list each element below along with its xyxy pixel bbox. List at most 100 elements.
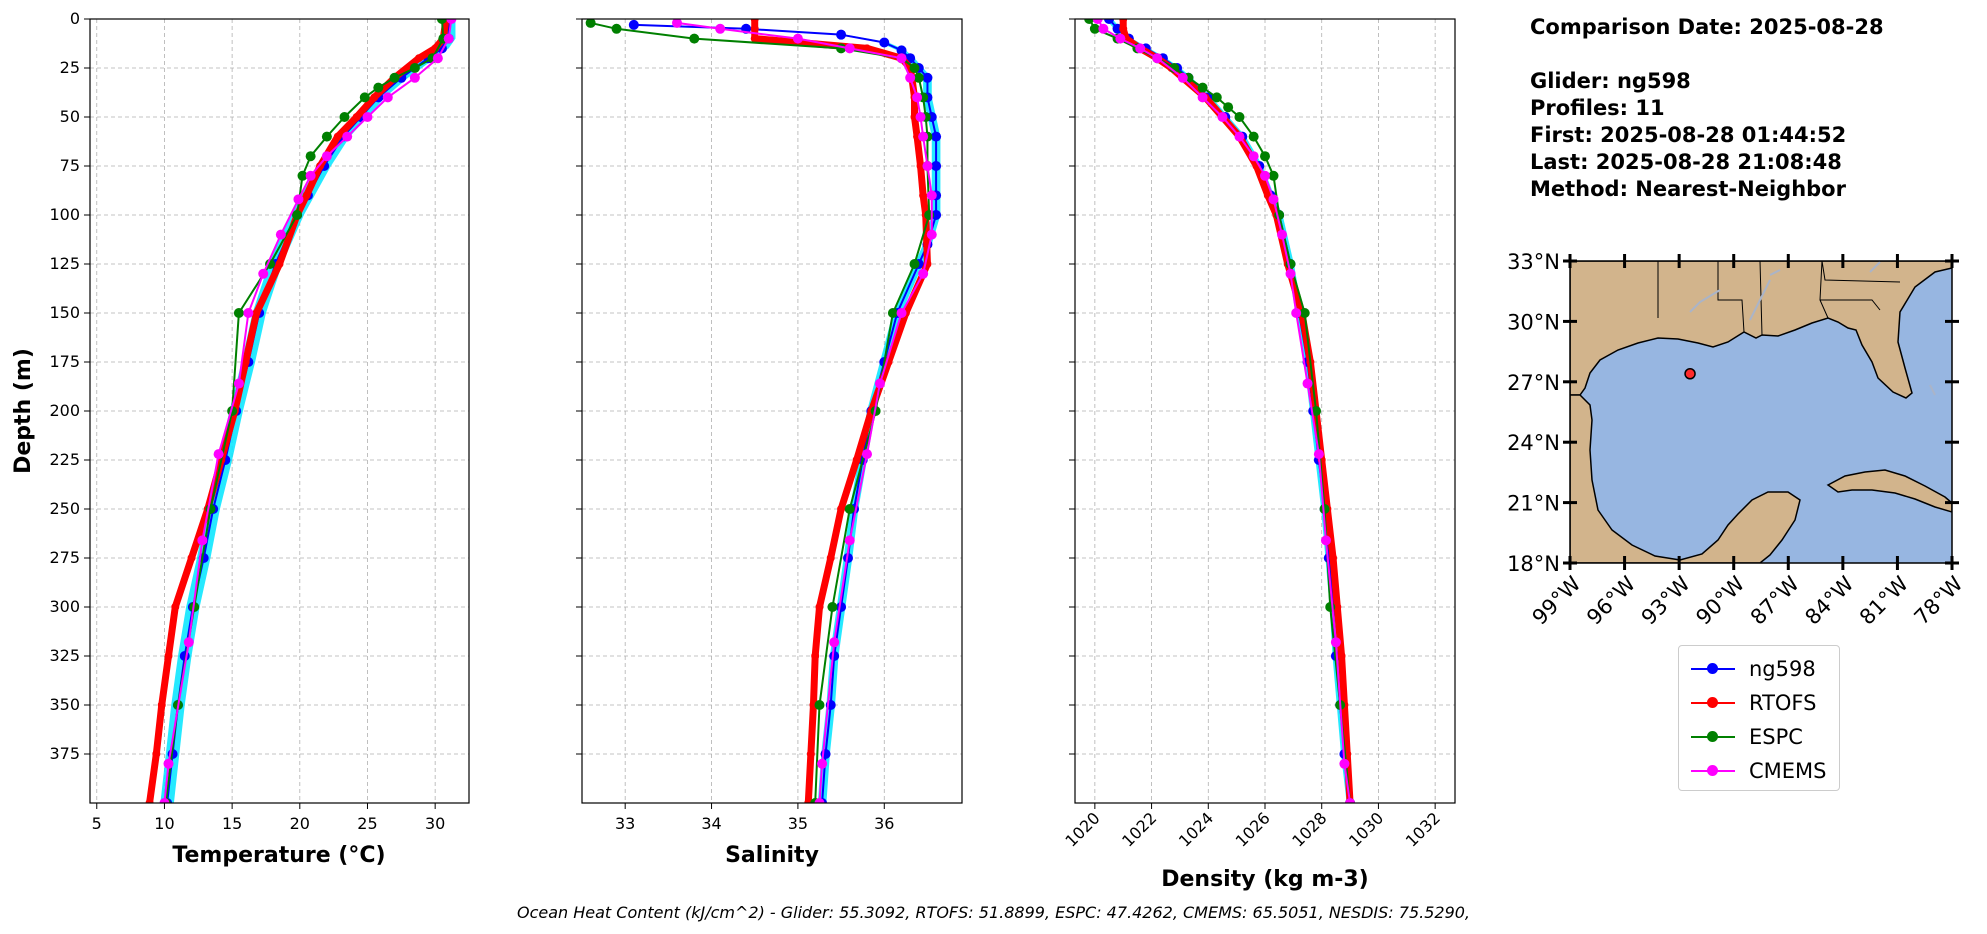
salinity-glider-spread xyxy=(629,24,941,803)
data-point-rtofs xyxy=(252,309,261,317)
x-tick-label: 15 xyxy=(222,814,242,833)
data-point-rtofs xyxy=(164,652,173,660)
y-tick-label: 225 xyxy=(49,450,80,469)
data-point-rtofs xyxy=(275,260,284,268)
x-tick-label: 1020 xyxy=(1061,808,1103,850)
map-lon-label: 93°W xyxy=(1637,571,1695,629)
glider-name: Glider: ng598 xyxy=(1530,69,1691,93)
y-tick-label: 325 xyxy=(49,646,80,665)
data-point-rtofs xyxy=(370,93,379,102)
data-point-cmems xyxy=(1217,112,1228,122)
legend-label: ESPC xyxy=(1749,725,1803,749)
series-line-ng598 xyxy=(633,23,938,803)
data-point-espc xyxy=(1299,308,1310,318)
data-point-rtofs xyxy=(806,750,815,758)
salinity-xlabel: Salinity xyxy=(725,843,819,868)
data-point-espc xyxy=(409,63,420,73)
data-point-cmems xyxy=(896,308,907,318)
data-point-rtofs xyxy=(333,132,342,141)
data-point-rtofs xyxy=(1337,652,1346,660)
data-point-cmems xyxy=(814,798,825,803)
data-point-cmems xyxy=(896,53,907,64)
data-point-ng598 xyxy=(931,161,942,171)
data-point-rtofs xyxy=(352,113,361,121)
y-tick-label: 50 xyxy=(60,107,80,126)
legend-item-espc: ESPC xyxy=(1679,720,1839,754)
legend-item-cmems: CMEMS xyxy=(1679,754,1839,788)
y-tick-label: 275 xyxy=(49,548,80,567)
data-point-cmems xyxy=(446,19,457,24)
x-tick-label: 1030 xyxy=(1345,808,1387,850)
comparison-info: Comparison Date: 2025-08-28 Glider: ng59… xyxy=(1530,14,1884,203)
density-grid xyxy=(1075,18,1455,803)
x-tick-label: 1026 xyxy=(1232,808,1274,850)
data-point-rtofs xyxy=(152,750,161,758)
temperature-series xyxy=(145,19,457,803)
data-point-cmems xyxy=(183,637,194,648)
data-point-cmems xyxy=(1345,798,1356,803)
map-lat-label: 24°N xyxy=(1507,431,1560,455)
data-point-rtofs xyxy=(171,603,180,611)
data-point-espc xyxy=(1223,102,1234,113)
data-point-cmems xyxy=(342,131,353,142)
y-tick-label: 350 xyxy=(49,695,80,714)
data-point-cmems xyxy=(382,92,393,103)
first-time: First: 2025-08-28 01:44:52 xyxy=(1530,123,1847,147)
salinity-series xyxy=(585,19,942,803)
data-point-cmems xyxy=(792,33,803,44)
data-point-cmems xyxy=(243,308,254,318)
y-tick-label: 250 xyxy=(49,499,80,518)
x-tick-label: 33 xyxy=(615,814,635,833)
data-point-rtofs xyxy=(919,191,928,200)
data-point-cmems xyxy=(1277,229,1288,240)
density-xlabel: Density (kg m-3) xyxy=(1161,867,1369,892)
data-point-espc xyxy=(339,112,350,122)
map-lon-label: 81°W xyxy=(1855,571,1913,629)
data-point-espc xyxy=(1268,170,1279,181)
legend-label: CMEMS xyxy=(1749,759,1827,783)
data-point-cmems xyxy=(293,194,304,205)
temperature-ticks: 0 25 50 75 100 125 150 175 200 225 250 275 300 325 350… xyxy=(49,9,445,833)
temperature-grid xyxy=(90,18,469,803)
map-lon-label: 99°W xyxy=(1528,571,1586,629)
data-point-ng598 xyxy=(931,131,942,142)
data-point-espc xyxy=(611,23,622,34)
data-point-cmems xyxy=(926,229,937,240)
data-point-cmems xyxy=(159,798,170,803)
map-lat-label: 27°N xyxy=(1507,371,1560,395)
map-lat-label: 21°N xyxy=(1507,492,1560,516)
map-frame xyxy=(1569,260,1953,564)
data-point-rtofs xyxy=(1329,554,1338,562)
data-point-cmems xyxy=(443,33,454,44)
temperature-xlabel: Temperature (°C) xyxy=(172,843,385,868)
y-tick-label: 150 xyxy=(49,303,80,322)
data-point-rtofs xyxy=(241,358,250,366)
data-point-espc xyxy=(909,259,920,269)
glider-location-marker xyxy=(1684,367,1696,380)
data-point-espc xyxy=(1211,92,1222,103)
y-tick-label: 75 xyxy=(60,156,80,175)
data-point-espc xyxy=(689,33,700,44)
x-tick-label: 10 xyxy=(154,814,174,833)
data-point-cmems xyxy=(844,535,855,546)
last-time: Last: 2025-08-28 21:08:48 xyxy=(1530,150,1842,174)
data-point-espc xyxy=(321,131,332,142)
legend-swatch xyxy=(1685,693,1741,713)
data-point-cmems xyxy=(362,112,373,122)
data-point-cmems xyxy=(1285,268,1296,279)
data-point-rtofs xyxy=(302,191,311,200)
data-point-espc xyxy=(585,19,596,28)
data-point-cmems xyxy=(1320,535,1331,546)
data-point-rtofs xyxy=(750,34,759,43)
map-land-cuba xyxy=(1826,469,1952,513)
x-tick-label: 36 xyxy=(874,814,894,833)
data-point-espc xyxy=(1089,23,1100,34)
data-point-espc xyxy=(389,72,400,83)
map-lon-label: 90°W xyxy=(1691,571,1749,629)
data-point-cmems xyxy=(915,112,926,122)
data-point-cmems xyxy=(1135,43,1146,54)
data-point-cmems xyxy=(275,229,286,240)
salinity-ticks: 33 34 35 36 xyxy=(576,18,894,833)
legend-item-rtofs: RTOFS xyxy=(1679,686,1839,720)
